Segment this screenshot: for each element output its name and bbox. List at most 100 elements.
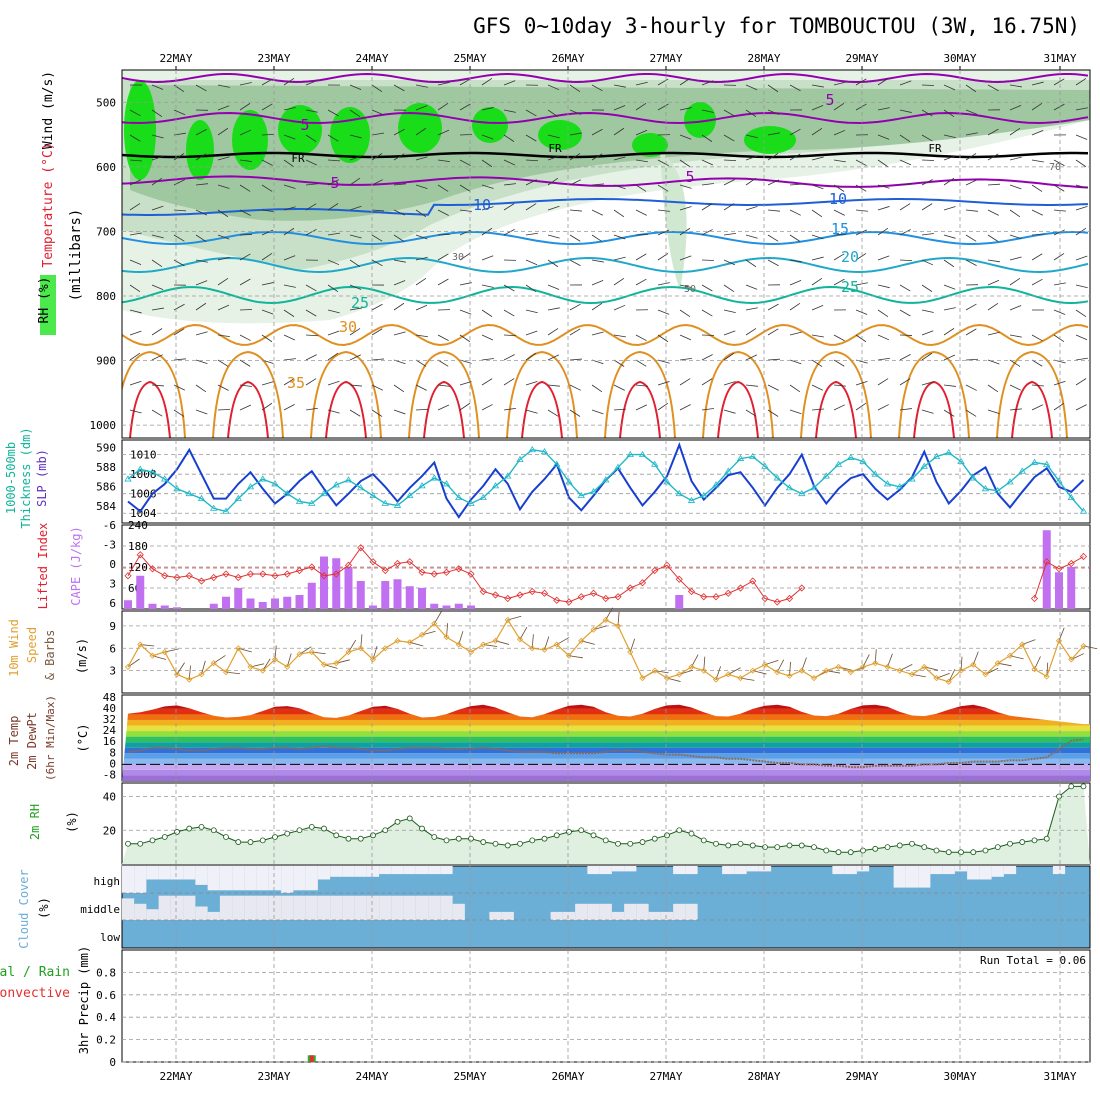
slp-marker [773, 474, 781, 481]
wind-barb [261, 253, 273, 261]
wind-barb [943, 409, 955, 417]
cape-bar [1042, 530, 1051, 609]
bottom-date-label: 29MAY [845, 1070, 878, 1083]
rh-marker [639, 839, 646, 845]
slp-marker [332, 481, 340, 488]
wind-barb [767, 84, 779, 93]
cape-bar [222, 596, 230, 609]
cape-bar [332, 558, 341, 609]
slp-marker [210, 504, 218, 511]
rh-contour-label: 70 [1049, 162, 1061, 173]
cloud-layer-label: low [100, 931, 120, 944]
wind-speed-marker [700, 667, 707, 674]
lifted-index-marker [222, 570, 230, 578]
wind-barb [371, 109, 384, 116]
wind-barb [635, 359, 647, 367]
wind-barb [899, 203, 911, 211]
rh-marker [676, 827, 683, 834]
wind-barb [173, 328, 185, 336]
isotherm-label: 5 [300, 116, 309, 134]
slp-marker [479, 493, 487, 501]
wind-barb [393, 234, 405, 242]
wind-barb [965, 234, 977, 242]
wind-speed-marker [210, 660, 217, 667]
thickness-tick-label: 584 [96, 500, 116, 513]
wind-barb [657, 209, 670, 212]
lifted-index-marker [736, 584, 745, 592]
wind-barb [833, 81, 846, 86]
wind-barb [239, 209, 251, 216]
wind-barb [657, 359, 670, 364]
cape-tick-label: 120 [128, 561, 148, 574]
cape-bar [136, 575, 145, 609]
cross-section-frame [121, 69, 1091, 439]
wind-barb [921, 179, 933, 186]
panel-label-part: CAPE (J/kg) [69, 526, 83, 605]
wind-barb [195, 359, 208, 364]
wind-barb [569, 234, 581, 242]
wind-barb [569, 409, 581, 417]
wind-barb [789, 409, 802, 415]
wind-barb [1075, 134, 1088, 140]
wind-barb [679, 107, 692, 111]
rh-marker [994, 844, 1001, 851]
wind-barb [217, 234, 230, 240]
wind-tick-label: 9 [109, 620, 116, 633]
panel-label: (m/s) [75, 638, 89, 674]
wind-barb [195, 234, 207, 242]
panel-label-part: Speed [25, 627, 39, 663]
slp-marker [896, 483, 904, 490]
rh-marker [811, 844, 817, 851]
wind-barb [393, 384, 405, 393]
wind-barb [899, 109, 912, 113]
wind-barb [305, 228, 317, 236]
pressure-tick-label: 600 [96, 161, 116, 174]
middle-cloud-bar [575, 903, 588, 920]
wind-barb [151, 384, 164, 387]
rh-marker [345, 835, 352, 842]
high-cloud-bar [354, 866, 367, 877]
cape-bar [295, 595, 304, 609]
wind-barb [283, 378, 295, 386]
bottom-date-label: 25MAY [453, 1070, 486, 1083]
slp-marker [945, 448, 953, 456]
bottom-date-label: 23MAY [257, 1070, 290, 1083]
wind-barb [679, 309, 691, 317]
wind-barb [855, 253, 867, 261]
wind-barb [283, 404, 295, 411]
wind-barb [547, 307, 560, 311]
slp-marker [540, 447, 549, 455]
middle-cloud-bar [158, 895, 171, 920]
wind-barb [745, 409, 757, 417]
wind-barb [701, 183, 714, 186]
wind-barb [987, 84, 999, 92]
wind-barb [481, 134, 494, 140]
high-cloud-bar [219, 866, 233, 891]
wind-speed-marker [418, 631, 426, 638]
wind-barb [745, 307, 758, 311]
wind-speed-marker [137, 641, 144, 648]
wind-barb [1009, 359, 1021, 367]
rh-marker [174, 829, 180, 835]
wind-barb [217, 127, 229, 136]
rh-90-area [186, 120, 214, 180]
wind-barb [855, 229, 868, 236]
isotherm-35 [800, 350, 872, 438]
slp-marker [908, 475, 916, 482]
wind-barb [657, 402, 669, 411]
wind-barb [437, 233, 451, 236]
wind-barb [1075, 227, 1087, 236]
isotherm-35 [310, 350, 382, 438]
wind-barb [1031, 102, 1043, 111]
wind-barb [833, 359, 845, 367]
surface-wind-barb [862, 654, 870, 668]
high-cloud-bar [979, 866, 992, 880]
wind-barb [723, 309, 736, 314]
wind-barb [833, 209, 845, 216]
rh-marker [982, 847, 989, 854]
wind-barb [613, 105, 626, 111]
high-cloud-bar [379, 866, 392, 875]
freezing-label: FR [548, 142, 562, 155]
